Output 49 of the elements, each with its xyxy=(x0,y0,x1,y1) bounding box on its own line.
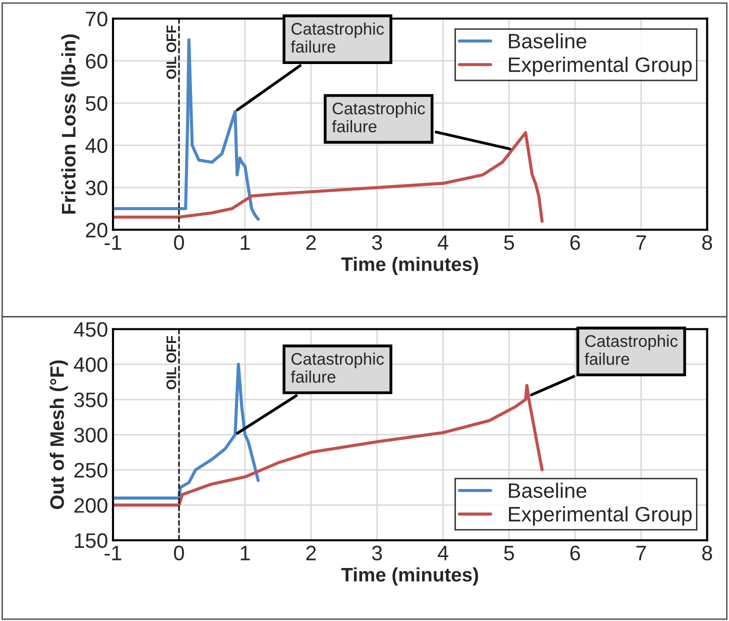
ref-line-label: OIL OFF xyxy=(166,25,176,79)
x-tick-label: 4 xyxy=(438,546,448,560)
x-tick-label: 8 xyxy=(702,546,712,560)
y-tick-label: 50 xyxy=(86,96,108,111)
x-tick-label: 6 xyxy=(570,235,580,250)
y-tick-label: 400 xyxy=(74,357,108,372)
x-tick-label: 4 xyxy=(438,235,448,250)
x-tick-label: 7 xyxy=(636,546,646,560)
annotation: Catastrophic failure xyxy=(584,334,678,365)
x-tick-label: 6 xyxy=(570,546,580,560)
y-axis-title: Friction Loss (lb-in) xyxy=(61,34,80,214)
x-tick-label: -1 xyxy=(104,235,122,250)
x-tick-label: 5 xyxy=(504,235,514,250)
x-tick-label: 5 xyxy=(504,546,514,560)
y-tick-label: 450 xyxy=(74,322,108,337)
line-series xyxy=(112,131,544,223)
x-tick-label: 0 xyxy=(174,546,184,560)
line-series xyxy=(112,362,260,500)
annotation: Catastrophic failure xyxy=(290,352,384,383)
annotation: Catastrophic failure xyxy=(332,102,425,132)
x-tick-label: -1 xyxy=(104,546,122,560)
y-tick-label: 350 xyxy=(74,392,108,408)
legend-label: Baseline xyxy=(508,33,586,49)
x-tick-label: 1 xyxy=(240,546,250,560)
y-tick-label: 200 xyxy=(74,498,108,513)
x-tick-label: 3 xyxy=(372,546,382,560)
x-tick-label: 8 xyxy=(702,235,712,250)
x-tick-label: 3 xyxy=(372,235,382,250)
y-tick-label: 30 xyxy=(86,180,108,196)
legend-label: Experimental Group xyxy=(508,506,692,526)
annotation: Catastrophic failure xyxy=(290,22,384,53)
y-tick-label: 250 xyxy=(74,462,108,478)
legend-label: Experimental Group xyxy=(508,56,692,76)
y-tick-label: 70 xyxy=(86,12,108,26)
x-tick-label: 2 xyxy=(306,546,316,560)
y-tick-label: 300 xyxy=(74,428,108,442)
y-tick-label: 20 xyxy=(86,222,108,238)
x-tick-label: 2 xyxy=(306,235,316,250)
x-tick-label: 0 xyxy=(174,235,184,250)
legend-label: Baseline xyxy=(508,482,586,498)
y-tick-label: 60 xyxy=(86,54,108,69)
y-tick-label: 150 xyxy=(74,533,108,548)
y-tick-label: 40 xyxy=(85,138,108,154)
x-axis-title: Time (minutes) xyxy=(341,567,478,586)
x-axis-title: Time (minutes) xyxy=(341,256,478,275)
x-tick-label: 1 xyxy=(240,235,250,250)
x-tick-label: 7 xyxy=(636,235,646,250)
ref-line-label: OIL OFF xyxy=(166,336,176,390)
y-axis-title: Out of Mesh (°F) xyxy=(50,360,68,510)
